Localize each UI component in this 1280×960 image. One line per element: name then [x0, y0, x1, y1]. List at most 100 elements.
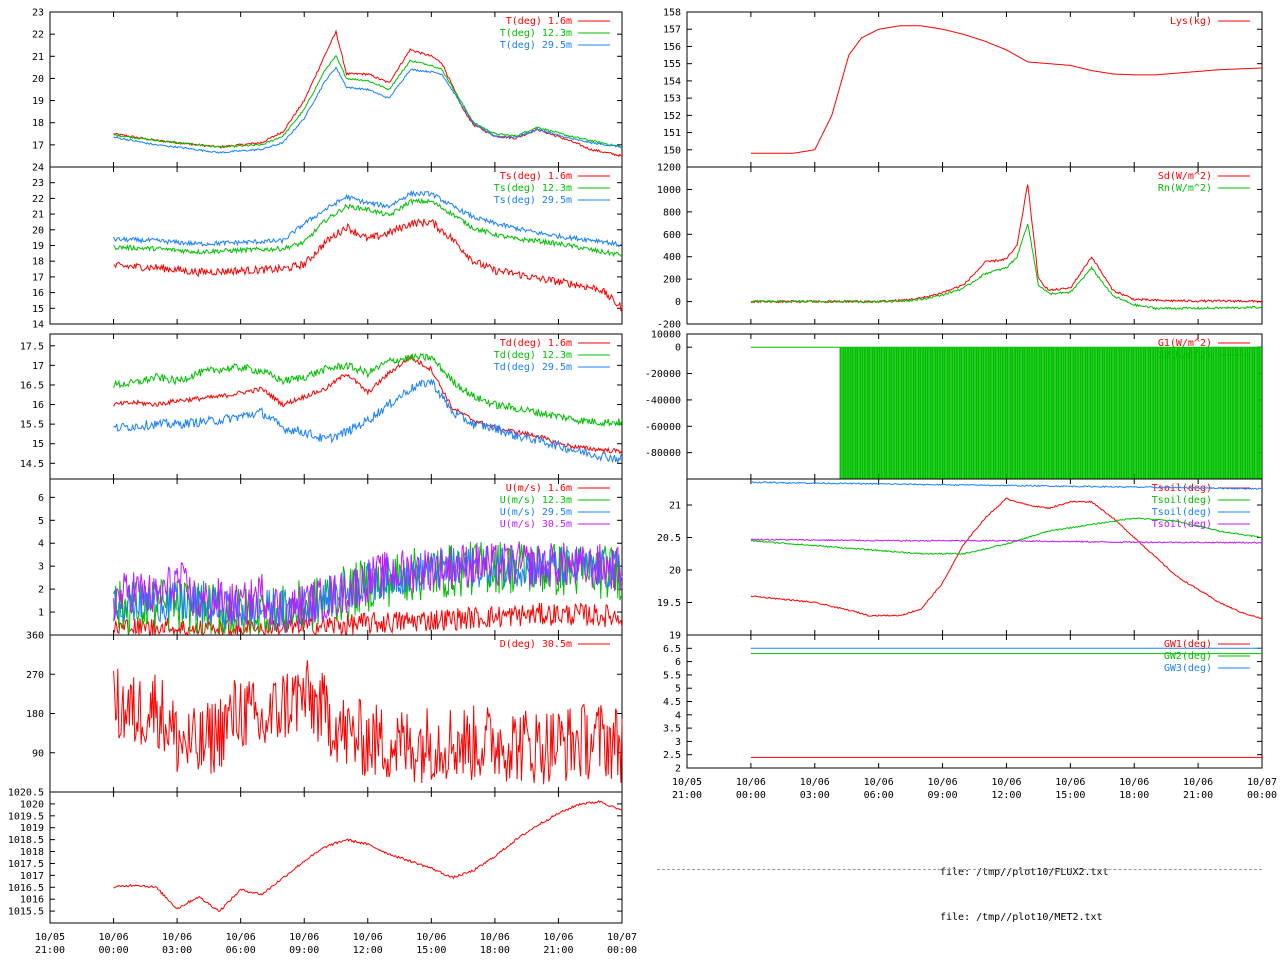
left-x-label: 03:00 — [162, 945, 192, 956]
y-tick-label: 4 — [675, 710, 681, 721]
right-x-label: 21:00 — [1183, 790, 1213, 801]
y-tick-label: 24 — [32, 163, 44, 174]
left-x-label: 15:00 — [416, 945, 446, 956]
y-tick-label: 1016.5 — [8, 883, 44, 894]
right-x-label: 09:00 — [928, 790, 958, 801]
legend-label: GW2(deg) — [1164, 651, 1212, 662]
left-x-label: 00:00 — [607, 945, 637, 956]
y-tick-label: 158 — [663, 8, 681, 19]
y-tick-label: 1020.5 — [8, 788, 44, 799]
file-info: file: /tmp//plot10/FLUX2.txt file: /tmp/… — [940, 835, 1109, 940]
left-x-label: 18:00 — [480, 945, 510, 956]
y-tick-label: 19 — [32, 241, 44, 252]
legend-label: Ts(deg) 12.3m — [494, 183, 572, 194]
legend-label: U(m/s) 29.5m — [500, 507, 572, 518]
y-tick-label: 16 — [32, 400, 44, 411]
right-x-label: 03:00 — [800, 790, 830, 801]
legend-label: T(deg) 29.5m — [500, 40, 572, 51]
left-x-label: 10/06 — [543, 932, 573, 943]
chart-tsoil: 1919.52020.521Tsoil(deg)Tsoil(deg)Tsoil(… — [657, 478, 1263, 642]
legend-label: D(deg) 30.5m — [500, 639, 572, 650]
series-line — [113, 541, 623, 634]
chart-u: 1 2 3 4 5 6 U(m/s) 1.6mU(m/s) 12.3mU(m/s) 29.5… — [38, 478, 623, 637]
y-tick-label: 5 — [38, 516, 44, 527]
series-line — [113, 54, 623, 149]
legend-label: Sd(W/m^2) — [1158, 171, 1212, 182]
right-x-label: 10/05 — [672, 777, 702, 788]
y-tick-label: 3 — [38, 562, 44, 573]
left-x-label: 09:00 — [289, 945, 319, 956]
legend-label: U(m/s) 30.5m — [500, 519, 572, 530]
right-x-label: 00:00 — [736, 790, 766, 801]
y-tick-label: 151 — [663, 128, 681, 139]
series-line — [113, 66, 623, 154]
y-tick-label: 15 — [32, 439, 44, 450]
y-tick-label: 16.5 — [20, 380, 44, 391]
plot-frame — [686, 166, 1263, 325]
y-tick-label: 20.5 — [657, 533, 681, 544]
right-x-label: 00:00 — [1247, 790, 1277, 801]
y-tick-label: 3 — [675, 737, 681, 748]
y-tick-label: 0 — [675, 343, 681, 354]
right-x-label: 15:00 — [1055, 790, 1085, 801]
legend-label: Td(deg) 29.5m — [494, 362, 572, 373]
y-tick-label: 152 — [663, 111, 681, 122]
right-x-label: 10/06 — [1119, 777, 1149, 788]
y-tick-label: 16 — [32, 288, 44, 299]
y-tick-label: -80000 — [645, 448, 681, 459]
y-tick-label: 1200 — [657, 163, 681, 174]
y-tick-label: 19.5 — [657, 598, 681, 609]
y-tick-label: 180 — [26, 709, 44, 720]
y-tick-label: 3.5 — [663, 724, 681, 735]
y-tick-label: 1016 — [20, 895, 44, 906]
left-x-label: 21:00 — [543, 945, 573, 956]
legend-label: Tsoil(deg) — [1152, 483, 1212, 494]
y-tick-label: 15.5 — [20, 420, 44, 431]
left-x-label: 06:00 — [226, 945, 256, 956]
y-tick-label: 21 — [32, 210, 44, 221]
series-line — [750, 497, 1263, 619]
y-tick-label: 5.5 — [663, 670, 681, 681]
y-tick-label: 2.5 — [663, 750, 681, 761]
chart-p: 1015.510161016.510171017.510181018.51019… — [8, 788, 623, 924]
y-tick-label: 19 — [669, 631, 681, 642]
right-x-label: 10/06 — [1055, 777, 1085, 788]
right-x-label: 10/06 — [991, 777, 1021, 788]
legend-label: Tsoil(deg) — [1152, 519, 1212, 530]
series-line — [113, 378, 623, 464]
plot-frame — [49, 634, 623, 793]
y-tick-label: 1019 — [20, 823, 44, 834]
y-tick-label: 0 — [675, 297, 681, 308]
y-tick-label: 22 — [32, 194, 44, 205]
y-tick-label: 157 — [663, 25, 681, 36]
right-x-label: 10/06 — [928, 777, 958, 788]
chart-lys: 150 151 152 153 154 155 156 157 158 Lys(kg) — [663, 8, 1263, 168]
y-tick-label: 6 — [675, 657, 681, 668]
y-tick-label: 5 — [675, 684, 681, 695]
y-tick-label: 150 — [663, 145, 681, 156]
right-x-label: 10/06 — [1183, 777, 1213, 788]
legend-label: U(m/s) 1.6m — [506, 483, 572, 494]
y-tick-label: 22 — [32, 30, 44, 41]
y-tick-label: 90 — [32, 748, 44, 759]
chart-g: -80000-60000-40000-20000010000G1(W/m^2)G… — [645, 330, 1263, 480]
y-tick-label: 14 — [32, 320, 44, 331]
y-tick-label: 10000 — [651, 330, 681, 341]
y-tick-label: 800 — [663, 207, 681, 218]
y-tick-label: 1015.5 — [8, 907, 44, 918]
legend-label: Ts(deg) 1.6m — [500, 171, 572, 182]
y-tick-label: 21 — [669, 501, 681, 512]
series-line — [750, 481, 1263, 490]
y-tick-label: 6.5 — [663, 644, 681, 655]
plot-frame — [686, 11, 1263, 168]
y-tick-label: 23 — [32, 8, 44, 19]
series-line — [113, 352, 623, 428]
y-tick-label: 400 — [663, 252, 681, 263]
legend-label: Tsoil(deg) — [1152, 495, 1212, 506]
series-line — [113, 354, 623, 455]
series-line — [750, 517, 1263, 555]
left-x-label: 10/06 — [353, 932, 383, 943]
y-tick-label: 17.5 — [20, 341, 44, 352]
y-tick-label: 2 — [675, 764, 681, 775]
